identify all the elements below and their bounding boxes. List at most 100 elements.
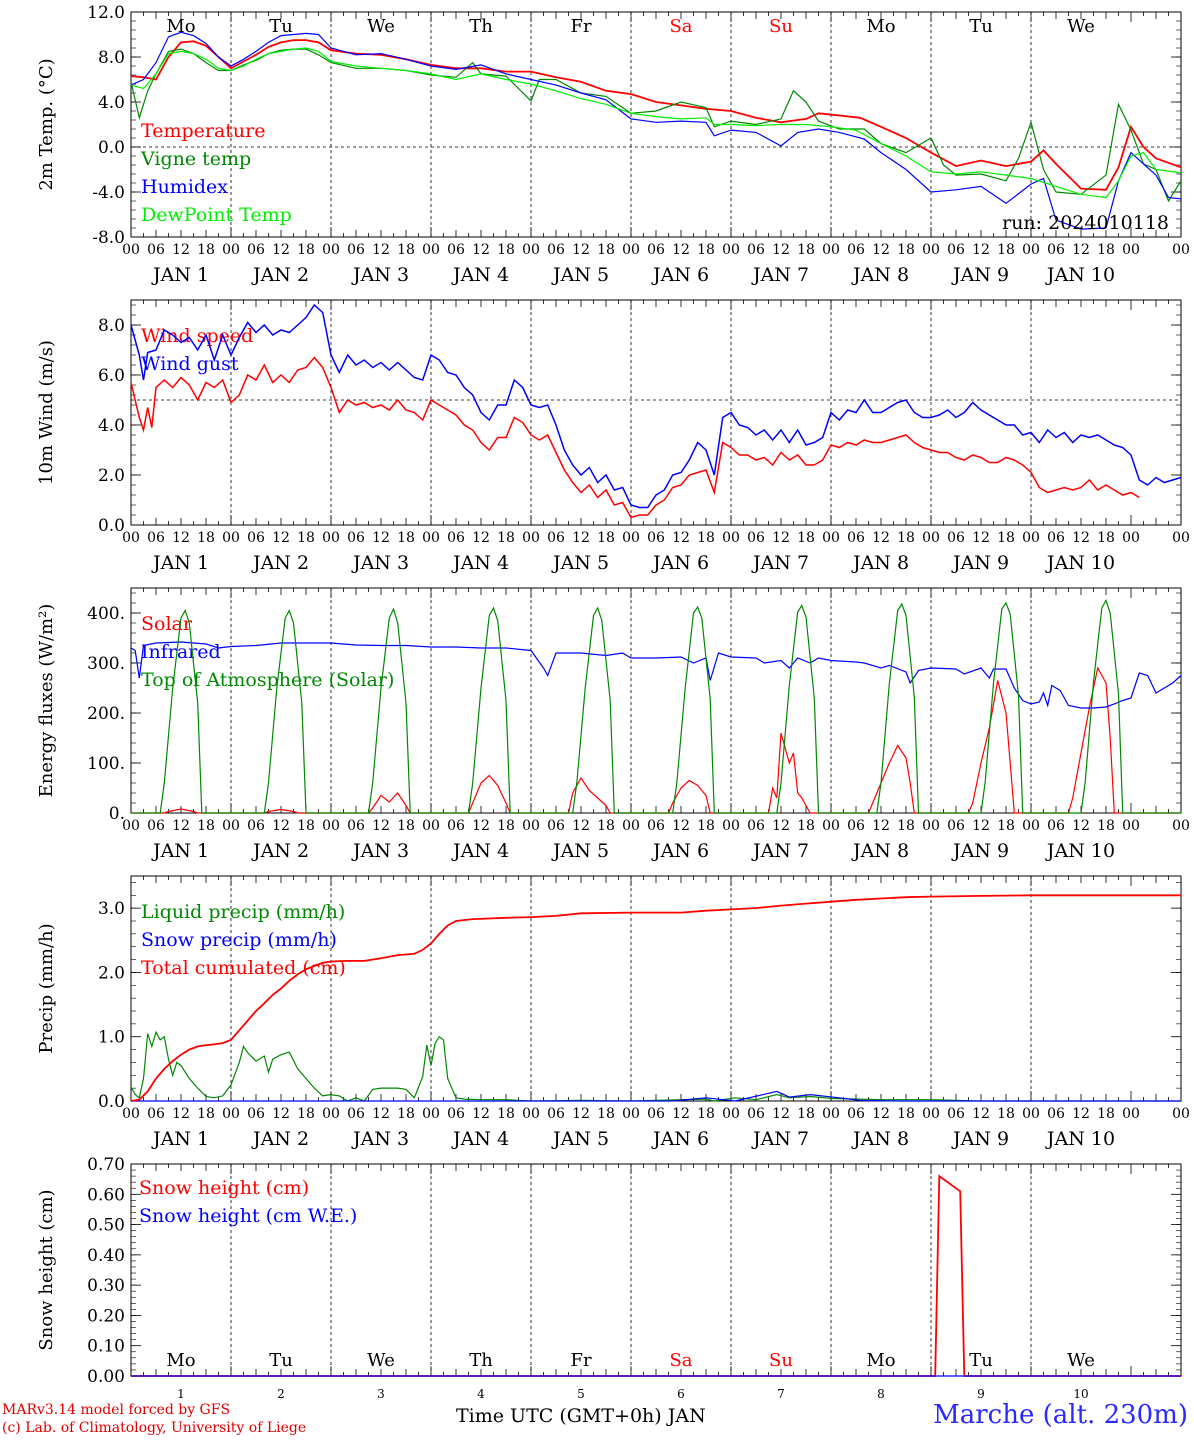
hour-tick-label: 18 <box>897 1106 915 1122</box>
date-label: JAN 8 <box>851 840 909 862</box>
hour-tick-label: 12 <box>672 530 690 546</box>
hour-tick-label: 18 <box>297 818 315 834</box>
hour-tick-label: 00 <box>1022 1106 1040 1122</box>
hour-tick-label: 12 <box>572 530 590 546</box>
hour-tick-label: 00 <box>422 1106 440 1122</box>
legend-entry: Snow height (cm W.E.) <box>139 1205 357 1227</box>
hour-tick-label: 06 <box>147 242 165 258</box>
run-annotation: run: 2024010118 <box>1002 212 1169 234</box>
hour-tick-label: 12 <box>872 530 890 546</box>
hour-tick-label: 12 <box>172 1106 190 1122</box>
y-tick-label: 0.30 <box>87 1276 125 1296</box>
hour-tick-label: 18 <box>597 530 615 546</box>
legend-entry: Temperature <box>141 120 265 142</box>
hour-tick-label: 06 <box>347 1106 365 1122</box>
hour-tick-label: 12 <box>772 1106 790 1122</box>
series-line-snow-precip-mm-h- <box>131 1090 1181 1102</box>
hour-tick-label: 06 <box>547 530 565 546</box>
hour-tick-label: 18 <box>397 242 415 258</box>
day-name: Su <box>769 1350 793 1371</box>
hour-tick-label: 12 <box>972 1106 990 1122</box>
y-tick-label: 8.0 <box>98 316 125 336</box>
hour-tick-label: 18 <box>697 1106 715 1122</box>
y-tick-label: 0.0 <box>98 516 125 536</box>
date-label: JAN 9 <box>951 264 1009 286</box>
plot-frame <box>130 299 1182 526</box>
hour-tick-label: 18 <box>1097 242 1115 258</box>
hour-tick-label: 00 <box>522 242 540 258</box>
date-label: JAN 6 <box>651 1128 709 1150</box>
y-tick-label: -4.0 <box>92 183 125 203</box>
station-name: Marche (alt. 230m) <box>933 1400 1188 1430</box>
y-tick-label: 0.0 <box>98 138 125 158</box>
panel-2: 0.0 2.0 4.0 6.0 8.0 10m Wind (m/s) 00 06 12 18 00 0… <box>36 299 1190 574</box>
hour-tick-label: 12 <box>272 1106 290 1122</box>
legend-entry: DewPoint Temp <box>141 204 292 226</box>
date-label: JAN 9 <box>951 552 1009 574</box>
legend-entry: Total cumulated (cm) <box>141 957 346 979</box>
day-name: We <box>1067 16 1095 37</box>
y-tick-label: 8.0 <box>98 48 125 68</box>
y-tick-label: 200. <box>87 704 125 724</box>
hour-tick-label: 06 <box>147 530 165 546</box>
y-tick-label: 4.0 <box>98 93 125 113</box>
model-credit: MARv3.14 model forced by GFS <box>2 1402 231 1418</box>
legend-entry: Infrared <box>141 641 221 663</box>
panel-4: 0.0 1.0 2.0 3.0 Precip (mm/h) 00 06 12 18 00 06 12 1… <box>36 875 1190 1150</box>
hour-tick-label: 00 <box>122 1106 140 1122</box>
hour-tick-label: 06 <box>847 530 865 546</box>
y-axis-label: 2m Temp. (°C) <box>36 58 57 190</box>
hour-tick-label: 18 <box>497 242 515 258</box>
day-number: 1 <box>177 1387 185 1401</box>
hour-tick-label: 18 <box>497 530 515 546</box>
legend-entry: Wind gust <box>141 353 239 375</box>
lab-credit: (c) Lab. of Climatology, University of L… <box>2 1420 307 1436</box>
hour-tick-label: 00 <box>322 530 340 546</box>
date-label: JAN 2 <box>251 840 309 862</box>
hour-tick-label: 00 <box>122 818 140 834</box>
hour-tick-label: 12 <box>172 530 190 546</box>
hour-tick-label: 18 <box>397 530 415 546</box>
day-name: Mo <box>166 16 195 37</box>
hour-tick-label: 18 <box>697 242 715 258</box>
day-name: Sa <box>669 16 692 37</box>
date-label: JAN 10 <box>1045 552 1115 574</box>
hour-tick-label: 12 <box>372 242 390 258</box>
hour-tick-label: 06 <box>147 1106 165 1122</box>
day-name: Mo <box>866 1350 895 1371</box>
day-name: Sa <box>669 1350 692 1371</box>
hour-tick-label: 06 <box>147 818 165 834</box>
hour-tick-label: 00 <box>922 818 940 834</box>
hour-tick-label: 00 <box>222 818 240 834</box>
hour-tick-label: 00 <box>222 1106 240 1122</box>
hour-tick-label: 00 <box>722 530 740 546</box>
series-line-liquid-precip-mm-h- <box>130 1030 1181 1102</box>
hour-tick-label: 12 <box>472 242 490 258</box>
hour-tick-label: 18 <box>797 530 815 546</box>
hour-tick-label: 06 <box>947 818 965 834</box>
hour-tick-label: 18 <box>1097 818 1115 834</box>
date-label: JAN 3 <box>351 1128 409 1150</box>
hour-tick-label: 00 <box>422 530 440 546</box>
y-tick-label: 0.50 <box>87 1216 125 1236</box>
date-label: JAN 4 <box>451 264 509 286</box>
legend-entry: Liquid precip (mm/h) <box>141 901 345 923</box>
day-number: 5 <box>577 1387 585 1401</box>
hour-tick-label: 12 <box>172 242 190 258</box>
hour-tick-label: 12 <box>472 818 490 834</box>
day-number: 2 <box>277 1387 285 1401</box>
date-label: JAN 2 <box>251 1128 309 1150</box>
day-number: 4 <box>477 1387 485 1401</box>
day-number: 9 <box>977 1387 985 1401</box>
day-name: We <box>367 1350 395 1371</box>
hour-tick-label: 18 <box>697 530 715 546</box>
hour-tick-label: 00 <box>622 530 640 546</box>
hour-tick-label: 06 <box>1047 818 1065 834</box>
date-label: JAN 8 <box>851 1128 909 1150</box>
series-line-temperature <box>130 39 1182 191</box>
hour-tick-label: 12 <box>1072 530 1090 546</box>
date-label: JAN 1 <box>151 1128 209 1150</box>
date-label: JAN 1 <box>151 840 209 862</box>
hour-tick-label: 06 <box>447 530 465 546</box>
